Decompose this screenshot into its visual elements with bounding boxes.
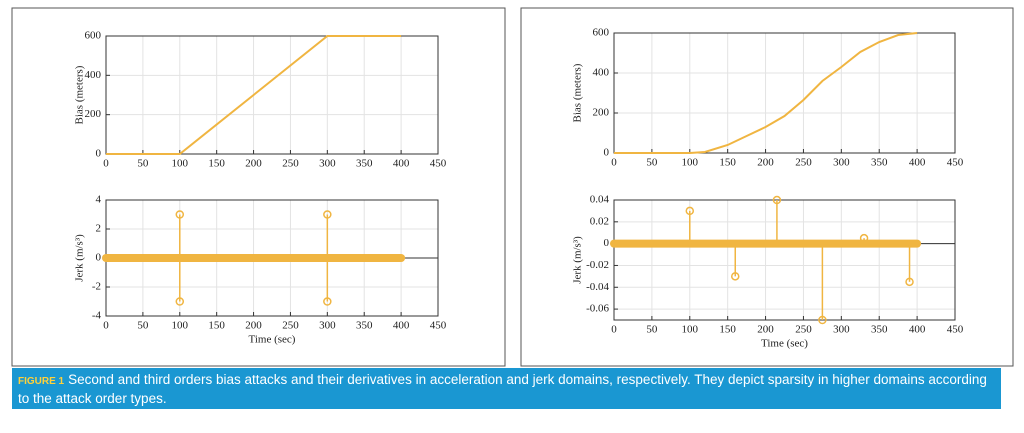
- x-tick-label: 450: [947, 157, 964, 169]
- y-tick-label: 0: [96, 252, 102, 264]
- y-tick-label: 0: [604, 147, 610, 159]
- x-tick-label: 450: [947, 324, 964, 336]
- x-tick-label: 50: [646, 157, 658, 169]
- stem-marker: [175, 210, 185, 219]
- x-tick-label: 50: [137, 320, 149, 332]
- y-axis-label: Jerk (m/s³): [74, 234, 86, 282]
- x-tick-label: 100: [682, 157, 699, 169]
- y-axis-label: Bias (meters): [572, 63, 584, 122]
- stem-marker: [685, 206, 695, 216]
- stem-marker: [730, 272, 740, 281]
- x-tick-label: 150: [208, 158, 225, 170]
- y-tick-label: 4: [96, 194, 102, 206]
- y-tick-label: -0.06: [586, 303, 609, 315]
- y-tick-label: 200: [85, 108, 102, 120]
- x-tick-label: 350: [871, 157, 888, 169]
- x-tick-label: 0: [103, 320, 109, 332]
- x-tick-label: 200: [757, 157, 774, 169]
- y-tick-label: 0: [604, 237, 610, 249]
- caption-label: FIGURE 1: [18, 376, 65, 387]
- y-axis-label: Bias (meters): [74, 65, 86, 124]
- plot-frame: [613, 199, 956, 321]
- stem-marker: [818, 315, 827, 325]
- stem-marker: [175, 297, 185, 306]
- data-line: [614, 32, 918, 154]
- plot-area: [105, 35, 439, 155]
- caption-text: Second and third orders bias attacks and…: [18, 372, 987, 406]
- stem-marker: [772, 195, 782, 205]
- y-axis-label: Jerk (m/s³): [572, 236, 584, 284]
- plot-area: [613, 199, 956, 321]
- x-tick-label: 50: [646, 324, 658, 336]
- x-tick-label: 350: [356, 158, 373, 170]
- y-tick-label: 600: [85, 30, 102, 42]
- x-tick-label: 150: [719, 157, 736, 169]
- panel-frame: [520, 7, 1014, 367]
- x-tick-label: 400: [393, 158, 410, 170]
- x-tick-label: 300: [319, 320, 336, 332]
- y-tick-label: 600: [593, 27, 610, 39]
- x-tick-label: 400: [909, 324, 926, 336]
- y-tick-label: 400: [593, 67, 610, 79]
- x-tick-label: 50: [137, 158, 149, 170]
- y-tick-label: 400: [85, 69, 102, 81]
- plot-frame: [105, 35, 439, 155]
- x-tick-label: 350: [871, 324, 888, 336]
- panel-frame: [11, 7, 506, 367]
- x-axis-label: Time (sec): [249, 334, 296, 346]
- x-tick-label: 300: [833, 324, 850, 336]
- x-tick-label: 0: [611, 324, 617, 336]
- data-line: [106, 35, 402, 155]
- y-tick-label: 2: [96, 223, 102, 235]
- x-tick-label: 300: [833, 157, 850, 169]
- stem-marker: [323, 210, 332, 219]
- y-tick-label: -0.04: [586, 281, 609, 293]
- y-tick-label: 0.02: [590, 215, 609, 227]
- stem-marker: [323, 297, 332, 306]
- x-axis-label: Time (sec): [761, 338, 808, 350]
- x-tick-label: 100: [172, 158, 189, 170]
- x-tick-label: 200: [245, 158, 262, 170]
- x-tick-label: 450: [430, 158, 447, 170]
- x-tick-label: 250: [795, 157, 812, 169]
- y-tick-label: -4: [92, 310, 102, 322]
- x-tick-label: 150: [208, 320, 225, 332]
- x-tick-label: 250: [795, 324, 812, 336]
- x-tick-label: 450: [430, 320, 447, 332]
- figure: 0 50 100 150 200 250 300 350 400 4500200400600Bia…: [11, 7, 1014, 367]
- x-tick-label: 300: [319, 158, 336, 170]
- caption: FIGURE 1 Second and third orders bias att…: [12, 368, 1001, 409]
- x-tick-label: 400: [909, 157, 926, 169]
- x-tick-label: 200: [757, 324, 774, 336]
- x-tick-label: 250: [282, 158, 299, 170]
- x-tick-label: 0: [103, 158, 109, 170]
- plot-frame: [613, 32, 956, 154]
- y-tick-label: 0.04: [590, 194, 610, 206]
- x-tick-label: 150: [719, 324, 736, 336]
- y-tick-label: 0: [96, 148, 102, 160]
- x-tick-label: 0: [611, 157, 617, 169]
- plot-area: [613, 32, 956, 154]
- y-tick-label: -0.02: [586, 259, 609, 271]
- x-tick-label: 250: [282, 320, 299, 332]
- x-tick-label: 100: [172, 320, 189, 332]
- y-tick-label: -2: [92, 281, 101, 293]
- y-tick-label: 200: [593, 107, 610, 119]
- x-tick-label: 100: [682, 324, 699, 336]
- x-tick-label: 400: [393, 320, 410, 332]
- stem-marker: [905, 277, 914, 287]
- x-tick-label: 200: [245, 320, 262, 332]
- x-tick-label: 350: [356, 320, 373, 332]
